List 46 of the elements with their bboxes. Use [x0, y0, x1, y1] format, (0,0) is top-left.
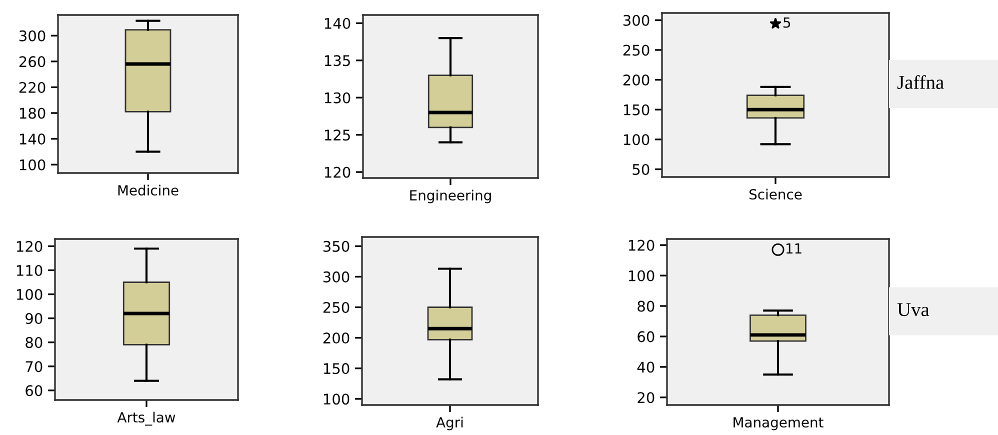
text: Jaffna: [897, 75, 944, 89]
x-tick-label: Management: [734, 417, 824, 430]
y-tick-label: 200: [623, 74, 650, 86]
y-tick-label: 260: [19, 56, 46, 68]
y-tick-label: 120: [628, 240, 654, 251]
y-tick-label: 150: [624, 104, 650, 116]
y-tick-label: 200: [323, 332, 350, 344]
y-tick-label: 220: [19, 82, 46, 93]
y-tick-label: 250: [623, 44, 650, 56]
y-tick-label: 100: [628, 270, 654, 282]
y-tick-label: 300: [19, 30, 46, 42]
y-tick-label: 140: [324, 18, 350, 29]
x-tick-label: Science: [749, 188, 802, 200]
y-tick-label: 100: [16, 288, 42, 300]
y-tick-label: 80: [26, 337, 42, 348]
y-tick-label: 125: [324, 130, 350, 141]
y-tick-label: 350: [323, 240, 350, 252]
y-tick-label: 120: [16, 240, 42, 252]
y-tick-label: 110: [16, 264, 42, 276]
x-tick-label: Arts_law: [117, 412, 176, 426]
y-tick-label: 150: [324, 363, 350, 374]
y-tick-label: 90: [26, 313, 42, 324]
y-tick-label: 50: [632, 164, 650, 175]
y-tick-label: 70: [26, 361, 42, 372]
y-tick-label: 250: [323, 302, 350, 313]
y-tick-label: 300: [623, 14, 650, 26]
y-tick-label: 40: [637, 362, 654, 373]
y-tick-label: 135: [324, 55, 350, 66]
annotation: 5: [784, 17, 790, 28]
y-tick-label: 140: [20, 134, 46, 145]
text: Uva: [897, 303, 930, 316]
y-tick-label: 180: [20, 108, 46, 119]
x-tick-label: Engineering: [410, 190, 491, 204]
y-tick-label: 130: [324, 92, 350, 104]
annotation: 11: [786, 243, 802, 254]
x-tick-label: Agri: [436, 416, 463, 430]
x-tick-label: Medicine: [118, 184, 178, 196]
y-tick-label: 60: [26, 385, 42, 396]
y-tick-label: 60: [638, 331, 654, 342]
y-tick-label: 120: [324, 166, 350, 178]
y-tick-label: 20: [638, 392, 654, 404]
y-tick-label: 80: [638, 300, 654, 312]
y-tick-label: 300: [323, 271, 350, 282]
y-tick-label: 100: [324, 394, 350, 405]
y-tick-label: 100: [20, 159, 46, 170]
y-tick-label: 100: [624, 134, 650, 146]
